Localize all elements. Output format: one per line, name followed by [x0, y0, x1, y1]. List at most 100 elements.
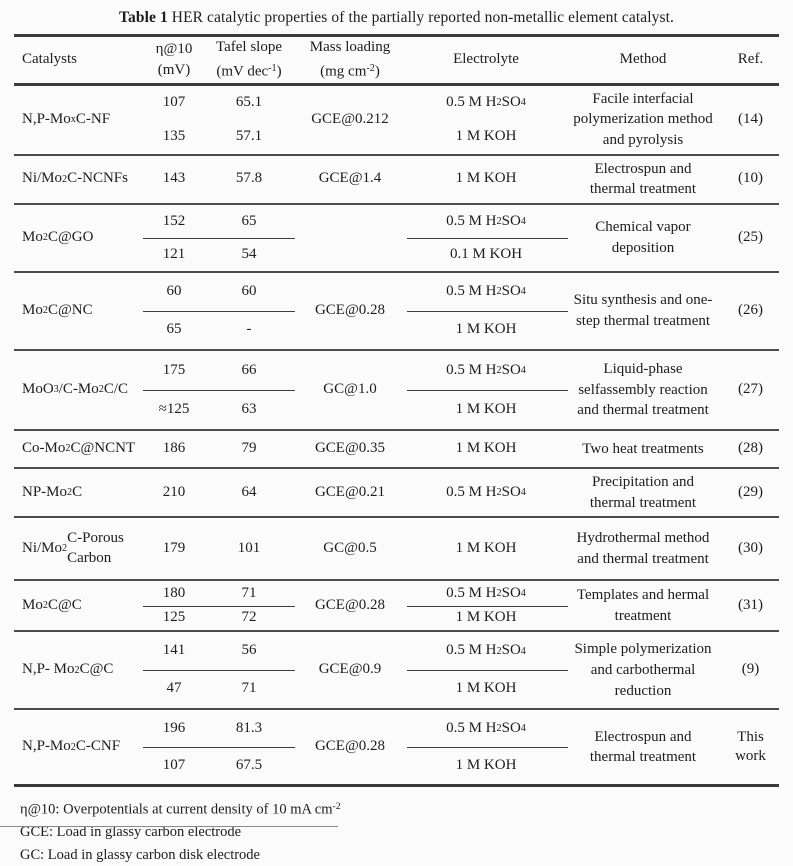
cell-mass-loading: GCE@0.212 [292, 86, 408, 154]
header-tafel-slope-label: Tafel slope [215, 39, 282, 55]
cell-mass-loading: GC@1.0 [292, 351, 408, 429]
cell-mass-loading [292, 205, 408, 271]
cell-method: Hydrothermal method and thermal treatmen… [564, 518, 722, 579]
cell-catalyst: Co-Mo 2 C@NCNT [14, 431, 142, 467]
cell-method: Electrospun and thermal treatment [564, 710, 722, 784]
header-tafel-slope: Tafel slope (mV dec-1) [206, 37, 292, 83]
header-method: Method [564, 49, 722, 70]
footnote-overpotential: η@10: Overpotentials at current density … [20, 801, 341, 818]
cell-tafel-slope: 71 72 [206, 581, 292, 630]
cell-ref: (26) [722, 273, 779, 349]
cell-electrolyte-value: 0.1 M KOH [449, 245, 523, 262]
header-electrolyte: Electrolyte [408, 49, 564, 70]
subrow-divider-electrolyte [407, 605, 568, 607]
cell-tafel-slope: 65.1 57.1 [206, 86, 292, 154]
subrow-divider-electrolyte [407, 311, 568, 313]
cell-method-value: Two heat treatments [582, 440, 704, 457]
cell-catalyst: Mo 2 C@C [14, 581, 142, 630]
cell-electrolyte: 0.5 M H 2 SO 4 1 M KOH [408, 351, 564, 429]
header-overpotential-label: η@10 [155, 40, 193, 57]
table-caption: Table 1 HER catalytic properties of the … [0, 0, 793, 27]
cell-overpotential-value: 152 [162, 212, 186, 229]
table-caption-label: Table 1 [119, 9, 168, 26]
cell-electrolyte: 0.5 M H 2 SO 4 1 M KOH [408, 86, 564, 154]
cell-tafel-slope-value: 54 [241, 245, 257, 262]
cell-ref-value: (27) [738, 381, 763, 398]
cell-method: Simple polymerization and carbothermal r… [564, 632, 722, 708]
cell-catalyst: Ni/Mo 2 C-Porous Carbon [14, 518, 142, 579]
subrow-divider-eta-tafel [143, 390, 295, 392]
cell-ref-value: (14) [738, 110, 763, 127]
cell-ref: (28) [722, 431, 779, 467]
cell-ref: (27) [722, 351, 779, 429]
cell-ref-value: (28) [738, 440, 763, 457]
cell-mass-loading: GC@0.5 [292, 518, 408, 579]
cell-mass-loading: GCE@0.21 [292, 469, 408, 516]
cell-overpotential-value: ≈125 [158, 400, 190, 417]
cell-tafel-slope: 64 [206, 469, 292, 516]
cell-catalyst-value: Mo 2 C@GO [22, 229, 94, 246]
cell-method: Liquid-phase selfassembly reaction and t… [564, 351, 722, 429]
cell-method-value: Facile interfacial polymerization method… [573, 90, 713, 148]
cell-catalyst: Ni/Mo 2 C-NCNFs [14, 156, 142, 203]
cell-mass-loading-value: GCE@0.9 [318, 661, 382, 678]
cell-catalyst-value: Co-Mo 2 C@NCNT [22, 440, 136, 457]
table-row: N,P-Mo x C-NF 107 135 65.1 57.1 GCE@0.212 0.5 M … [14, 86, 779, 156]
cell-electrolyte-value: 0.5 M H 2 SO 4 [446, 642, 526, 659]
cell-tafel-slope: 81.3 67.5 [206, 710, 292, 784]
cell-method: Two heat treatments [564, 431, 722, 467]
cell-method-value: Precipitation and thermal treatment [589, 474, 697, 511]
cell-tafel-slope-value: 56 [241, 642, 257, 659]
cell-tafel-slope: 57.8 [206, 156, 292, 203]
cell-method: Situ synthesis and one-step thermal trea… [564, 273, 722, 349]
header-ref: Ref. [722, 49, 779, 70]
cell-mass-loading: GCE@1.4 [292, 156, 408, 203]
cell-tafel-slope: 56 71 [206, 632, 292, 708]
cell-mass-loading-value: GCE@0.21 [314, 483, 386, 500]
cell-catalyst: N,P-Mo 2 C-CNF [14, 710, 142, 784]
cell-ref-value: (25) [738, 229, 763, 246]
cell-overpotential-value: 179 [162, 539, 186, 556]
cell-tafel-slope-value: 71 [241, 680, 257, 697]
table-row: Mo 2 C@GO 152 121 65 54 0.5 M H 2 SO 4 0.1 M KOH Che… [14, 205, 779, 274]
cell-overpotential-value: 60 [166, 283, 182, 300]
cell-electrolyte-value: 1 M KOH [455, 321, 517, 338]
cell-electrolyte-value: 1 M KOH [455, 127, 517, 144]
cell-electrolyte-value: 0.5 M H 2 SO 4 [446, 483, 526, 500]
header-electrolyte-label: Electrolyte [453, 51, 519, 68]
cell-ref-value: (26) [738, 302, 763, 319]
cell-catalyst-value: Mo 2 C@C [22, 596, 82, 613]
cell-mass-loading: GCE@0.35 [292, 431, 408, 467]
cell-catalyst: NP-Mo 2 C [14, 469, 142, 516]
cell-ref: (10) [722, 156, 779, 203]
cell-overpotential-value: 143 [162, 170, 186, 187]
cell-overpotential: 143 [142, 156, 206, 203]
cell-electrolyte-value: 0.5 M H 2 SO 4 [446, 719, 526, 736]
cell-ref-value: (31) [738, 596, 763, 613]
cell-overpotential: 196 107 [142, 710, 206, 784]
cell-method: Templates and hermal treatment [564, 581, 722, 630]
table-row: Mo 2 C@C 180 125 71 72 GCE@0.28 0.5 M H 2 SO 4 1 M K… [14, 581, 779, 633]
cell-catalyst: N,P- Mo 2 C@C [14, 632, 142, 708]
cell-electrolyte: 0.5 M H 2 SO 4 1 M KOH [408, 581, 564, 630]
catalyst-properties-table: Catalysts η@10 (mV) Tafel slope (mV dec-… [14, 34, 779, 788]
cell-method-value: Simple polymerization and carbothermal r… [574, 641, 712, 699]
cell-electrolyte: 1 M KOH [408, 156, 564, 203]
cell-catalyst: Mo 2 C@NC [14, 273, 142, 349]
cell-mass-loading: GCE@0.28 [292, 273, 408, 349]
cell-ref: (14) [722, 86, 779, 154]
cell-overpotential-value: 107 [162, 756, 186, 773]
cell-tafel-slope-value: 81.3 [235, 719, 263, 736]
cell-electrolyte-value: 0.5 M H 2 SO 4 [446, 361, 526, 378]
cell-overpotential: 152 121 [142, 205, 206, 271]
cell-overpotential: 180 125 [142, 581, 206, 630]
cell-electrolyte: 0.5 M H 2 SO 4 0.1 M KOH [408, 205, 564, 271]
cell-overpotential-value: 121 [162, 245, 186, 262]
cell-electrolyte: 1 M KOH [408, 431, 564, 467]
header-tafel-slope-unit: (mV dec-1) [216, 63, 282, 80]
cell-mass-loading-value: GCE@0.28 [314, 738, 386, 755]
cell-tafel-slope-value: 65 [241, 212, 257, 229]
cell-method-value: Templates and hermal treatment [576, 587, 710, 624]
cell-overpotential: 175 ≈125 [142, 351, 206, 429]
